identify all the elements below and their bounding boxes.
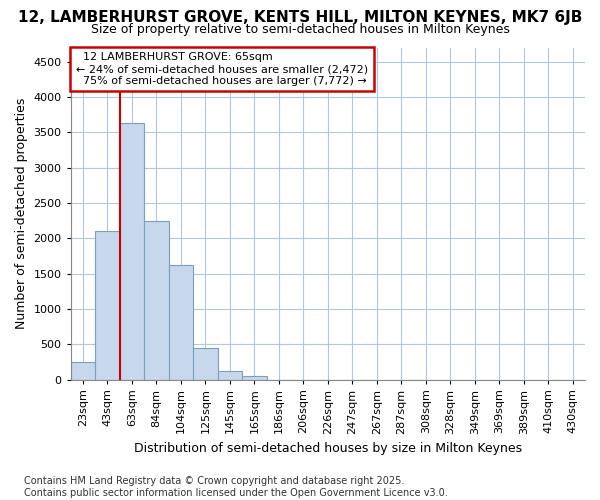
Bar bbox=[144, 220, 169, 380]
Bar bbox=[218, 372, 242, 380]
Bar bbox=[169, 264, 193, 380]
Bar bbox=[119, 124, 144, 380]
Y-axis label: Number of semi-detached properties: Number of semi-detached properties bbox=[15, 98, 28, 329]
Bar bbox=[193, 348, 218, 380]
Text: 12, LAMBERHURST GROVE, KENTS HILL, MILTON KEYNES, MK7 6JB: 12, LAMBERHURST GROVE, KENTS HILL, MILTO… bbox=[18, 10, 582, 25]
Bar bbox=[95, 231, 119, 380]
Text: Contains HM Land Registry data © Crown copyright and database right 2025.
Contai: Contains HM Land Registry data © Crown c… bbox=[24, 476, 448, 498]
Text: Size of property relative to semi-detached houses in Milton Keynes: Size of property relative to semi-detach… bbox=[91, 22, 509, 36]
X-axis label: Distribution of semi-detached houses by size in Milton Keynes: Distribution of semi-detached houses by … bbox=[134, 442, 522, 455]
Bar bbox=[242, 376, 266, 380]
Bar bbox=[71, 362, 95, 380]
Text: 12 LAMBERHURST GROVE: 65sqm
← 24% of semi-detached houses are smaller (2,472)
  : 12 LAMBERHURST GROVE: 65sqm ← 24% of sem… bbox=[76, 52, 368, 86]
